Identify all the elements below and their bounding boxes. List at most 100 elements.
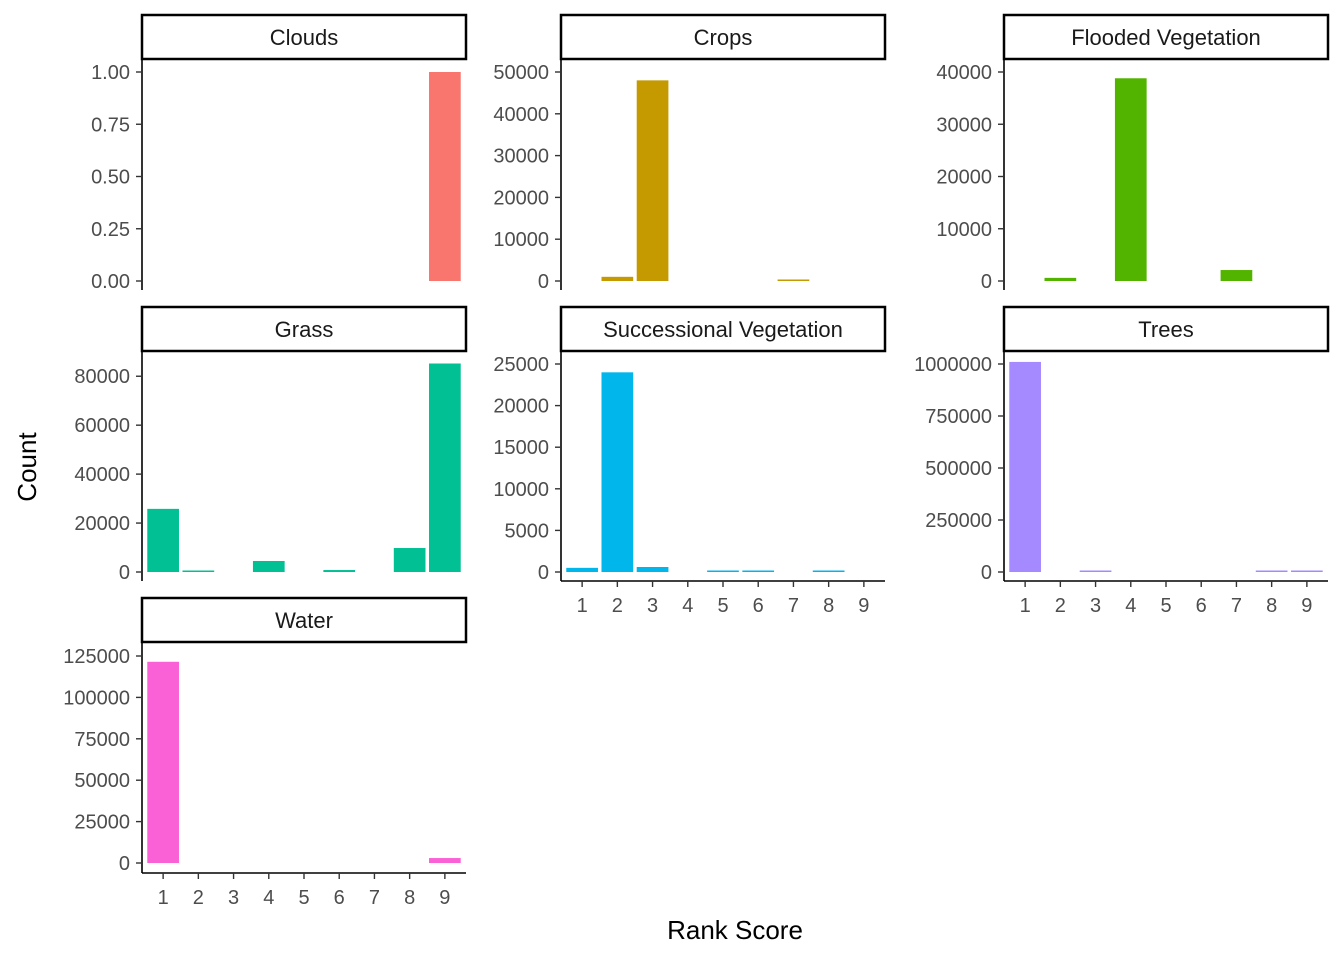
bar-trees-1	[1009, 361, 1041, 572]
y-tick-label-grass-2: 40000	[74, 464, 130, 486]
bar-successional-vegetation-5	[707, 570, 739, 572]
bar-grass-9	[429, 363, 461, 572]
facet-label-trees: Trees	[1138, 317, 1193, 342]
x-tick-label-successional-vegetation-2: 2	[612, 595, 623, 617]
bar-grass-1	[147, 508, 179, 572]
y-tick-label-flooded-vegetation-1: 10000	[936, 219, 992, 241]
bar-crops-2	[601, 276, 634, 281]
y-tick-label-water-2: 50000	[74, 770, 130, 792]
bar-successional-vegetation-8	[812, 570, 845, 572]
y-tick-label-clouds-0: 0.00	[91, 271, 130, 293]
y-tick-label-grass-3: 60000	[74, 415, 130, 437]
y-tick-label-crops-5: 50000	[493, 62, 549, 84]
panel-successional-vegetation: Successional Vegetation 0 5000 10000 15000 20…	[493, 305, 887, 617]
y-tick-label-water-5: 125000	[63, 646, 130, 668]
y-tick-label-clouds-2: 0.50	[91, 167, 130, 189]
x-tick-label-trees-6: 6	[1196, 595, 1207, 617]
panel-grass: Grass 0 20000 40000 60000 80000	[74, 305, 468, 584]
y-tick-label-successional-vegetation-2: 10000	[493, 479, 549, 501]
panel-flooded-vegetation: Flooded Vegetation 0 10000 20000 30000 40000	[936, 13, 1330, 293]
x-tick-label-trees-2: 2	[1055, 595, 1066, 617]
y-tick-label-water-3: 75000	[74, 729, 130, 751]
bar-water-1	[147, 661, 179, 863]
bar-trees-3	[1079, 570, 1112, 572]
x-tick-label-water-9: 9	[439, 887, 450, 909]
facet-strip-trees	[1002, 305, 1330, 353]
bar-grass-2	[182, 570, 215, 572]
facet-strip-water	[140, 596, 468, 644]
x-tick-label-trees-1: 1	[1020, 595, 1031, 617]
y-tick-label-flooded-vegetation-4: 40000	[936, 62, 992, 84]
facet-strip-flooded-vegetation	[1002, 13, 1330, 61]
y-tick-label-successional-vegetation-1: 5000	[505, 520, 550, 542]
y-tick-label-trees-3: 750000	[925, 406, 992, 428]
y-tick-label-crops-3: 30000	[493, 146, 549, 168]
bar-grass-6	[323, 570, 356, 572]
x-tick-label-trees-3: 3	[1090, 595, 1101, 617]
facet-label-successional-vegetation: Successional Vegetation	[603, 317, 843, 342]
bar-flooded-vegetation-4	[1114, 78, 1147, 282]
facet-panels: Clouds0.000.250.500.751.00Crops010000200…	[63, 13, 1330, 909]
y-tick-label-water-1: 25000	[74, 812, 130, 834]
y-tick-label-clouds-1: 0.25	[91, 219, 130, 241]
x-tick-label-water-6: 6	[334, 887, 345, 909]
bar-water-9	[429, 858, 461, 863]
y-tick-label-trees-4: 1000000	[914, 354, 992, 376]
bar-trees-9	[1291, 570, 1323, 572]
y-tick-label-crops-1: 10000	[493, 229, 549, 251]
panel-trees: Trees 0 250000 500000 750000 1000000 1 2 3 4 5 6 7 8 9	[914, 305, 1330, 617]
y-tick-label-grass-1: 20000	[74, 513, 130, 535]
y-axis-title: Count	[12, 432, 42, 502]
panel-water: Water 0 25000 50000 75000 100000 125000 1 2 3 4 5 6 7…	[63, 596, 468, 909]
facet-label-water: Water	[275, 608, 333, 633]
bar-successional-vegetation-1	[566, 567, 598, 572]
x-tick-label-successional-vegetation-8: 8	[823, 595, 834, 617]
facet-strip-clouds	[140, 13, 468, 61]
y-tick-label-successional-vegetation-5: 25000	[493, 354, 549, 376]
bar-clouds-9	[429, 72, 461, 281]
y-tick-label-grass-4: 80000	[74, 366, 130, 388]
y-tick-label-trees-0: 0	[981, 562, 992, 584]
y-tick-label-successional-vegetation-4: 20000	[493, 396, 549, 418]
facet-strip-grass	[140, 305, 468, 353]
facet-strip-crops	[559, 13, 887, 61]
y-tick-label-clouds-4: 1.00	[91, 62, 130, 84]
bar-successional-vegetation-2	[601, 372, 634, 572]
bar-successional-vegetation-6	[742, 570, 775, 572]
x-tick-label-successional-vegetation-5: 5	[717, 595, 728, 617]
x-tick-label-water-4: 4	[263, 887, 274, 909]
x-tick-label-water-2: 2	[193, 887, 204, 909]
y-tick-label-flooded-vegetation-0: 0	[981, 271, 992, 293]
x-tick-label-successional-vegetation-3: 3	[647, 595, 658, 617]
y-tick-label-grass-0: 0	[119, 562, 130, 584]
bar-crops-7	[777, 279, 810, 281]
bar-crops-3	[636, 80, 669, 281]
x-tick-label-water-3: 3	[228, 887, 239, 909]
y-tick-label-water-4: 100000	[63, 687, 130, 709]
x-tick-label-water-8: 8	[404, 887, 415, 909]
y-tick-label-successional-vegetation-0: 0	[538, 562, 549, 584]
x-axis-title: Rank Score	[667, 915, 803, 945]
y-tick-label-crops-2: 20000	[493, 187, 549, 209]
x-tick-label-water-5: 5	[298, 887, 309, 909]
y-tick-label-trees-1: 250000	[925, 510, 992, 532]
facet-strip-successional-vegetation	[559, 305, 887, 353]
x-tick-label-successional-vegetation-7: 7	[788, 595, 799, 617]
x-tick-label-trees-8: 8	[1266, 595, 1277, 617]
y-tick-label-successional-vegetation-3: 15000	[493, 437, 549, 459]
x-tick-label-successional-vegetation-9: 9	[858, 595, 869, 617]
facet-label-crops: Crops	[694, 25, 753, 50]
y-tick-label-water-0: 0	[119, 853, 130, 875]
x-tick-label-successional-vegetation-1: 1	[577, 595, 588, 617]
panel-clouds: Clouds 0.00 0.25 0.50 0.75 1.00	[91, 13, 468, 293]
bar-trees-8	[1255, 570, 1288, 572]
bar-grass-8	[393, 548, 426, 572]
bar-flooded-vegetation-7	[1220, 270, 1253, 281]
y-tick-label-clouds-3: 0.75	[91, 114, 130, 136]
y-tick-label-flooded-vegetation-2: 20000	[936, 167, 992, 189]
facet-label-clouds: Clouds	[270, 25, 338, 50]
x-tick-label-trees-7: 7	[1231, 595, 1242, 617]
x-tick-label-water-1: 1	[158, 887, 169, 909]
x-tick-label-successional-vegetation-4: 4	[682, 595, 693, 617]
